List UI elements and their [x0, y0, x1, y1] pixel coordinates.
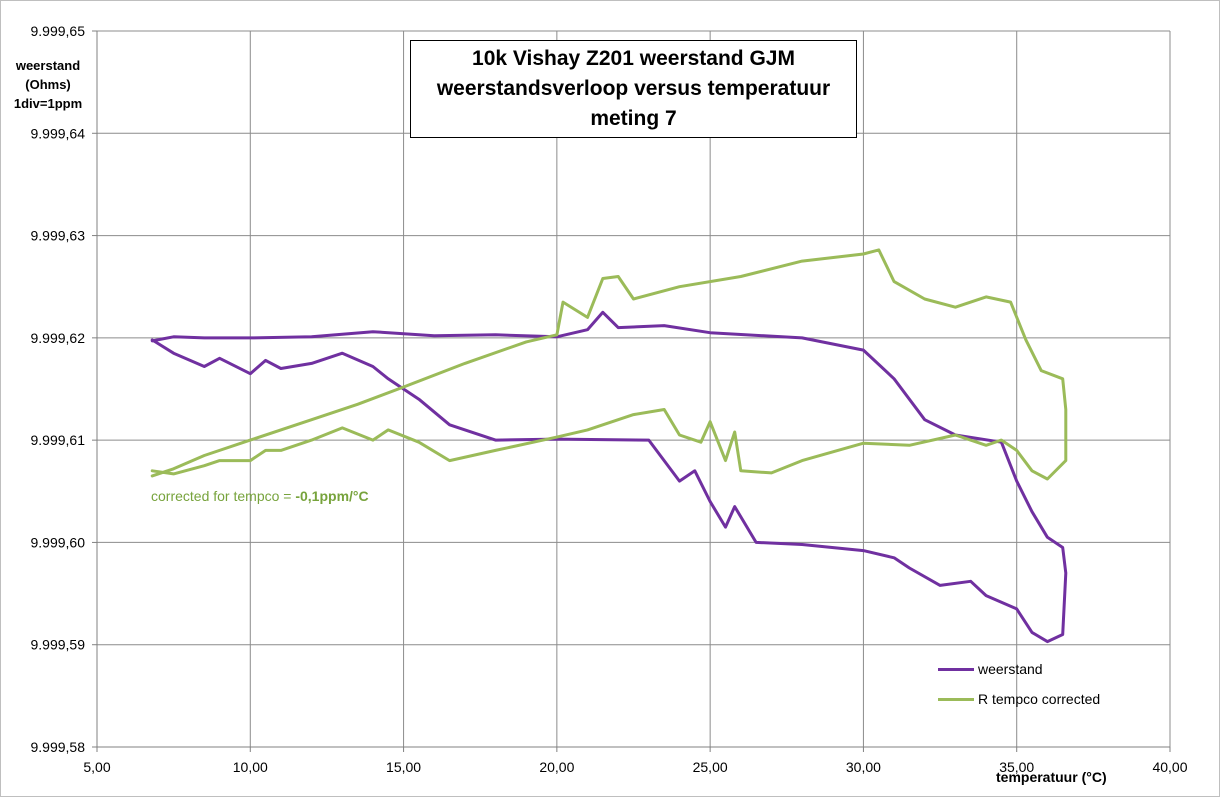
- legend-item-corrected: R tempco corrected: [938, 684, 1100, 714]
- y-axis-label-line: 1div=1ppm: [13, 96, 83, 111]
- x-axis-label: temperatuur (°C): [996, 769, 1107, 785]
- chart-title-line: 10k Vishay Z201 weerstand GJM: [472, 47, 795, 70]
- legend: weerstand R tempco corrected: [938, 654, 1100, 714]
- y-axis-label-line: weerstand: [15, 58, 81, 73]
- tempco-annotation: corrected for tempco = -0,1ppm/°C: [151, 488, 369, 504]
- chart-title: 10k Vishay Z201 weerstand GJM weerstands…: [410, 40, 857, 138]
- y-tick-label: 9.999,63: [31, 228, 86, 244]
- axes: [92, 30, 1171, 752]
- legend-swatch-corrected: [938, 697, 974, 701]
- legend-label: weerstand: [978, 661, 1043, 677]
- series-lines: [150, 248, 1068, 644]
- legend-swatch-weerstand: [938, 667, 974, 671]
- annotation-text: corrected for tempco =: [151, 488, 296, 504]
- x-tick-label: 20,00: [539, 759, 574, 775]
- annotation-value: -0,1ppm/°C: [295, 488, 369, 504]
- series-line-weerstand: [150, 310, 1068, 644]
- chart-title-line: weerstandsverloop versus temperatuur: [436, 77, 831, 100]
- y-tick-label: 9.999,58: [31, 739, 86, 755]
- y-tick-label: 9.999,60: [31, 534, 86, 550]
- y-tick-label: 9.999,65: [31, 23, 86, 39]
- x-tick-label: 25,00: [693, 759, 728, 775]
- x-tick-label: 40,00: [1152, 759, 1187, 775]
- y-tick-label: 9.999,61: [31, 432, 86, 448]
- y-tick-label: 9.999,59: [31, 637, 86, 653]
- chart-title-line: meting 7: [590, 107, 677, 130]
- x-tick-label: 5,00: [83, 759, 110, 775]
- x-tick-labels: 5,00 10,00 15,00 20,00 25,00 30,00 35,00 40,00: [83, 759, 1187, 775]
- x-tick-label: 10,00: [233, 759, 268, 775]
- y-axis-label-line: (Ohms): [25, 77, 71, 92]
- x-tick-label: 15,00: [386, 759, 421, 775]
- x-tick-label: 30,00: [846, 759, 881, 775]
- x-tick-label: 35,00: [999, 759, 1034, 775]
- legend-item-weerstand: weerstand: [938, 654, 1100, 684]
- y-tick-labels: 9.999,58 9.999,59 9.999,60 9.999,61 9.999,62…: [31, 23, 86, 755]
- y-tick-label: 9.999,62: [31, 330, 86, 346]
- y-tick-label: 9.999,64: [31, 125, 86, 141]
- gridlines: [97, 30, 1171, 747]
- y-axis-label: weerstand (Ohms) 1div=1ppm: [0, 56, 96, 113]
- series-line-corrected: [150, 248, 1068, 481]
- legend-label: R tempco corrected: [978, 691, 1101, 707]
